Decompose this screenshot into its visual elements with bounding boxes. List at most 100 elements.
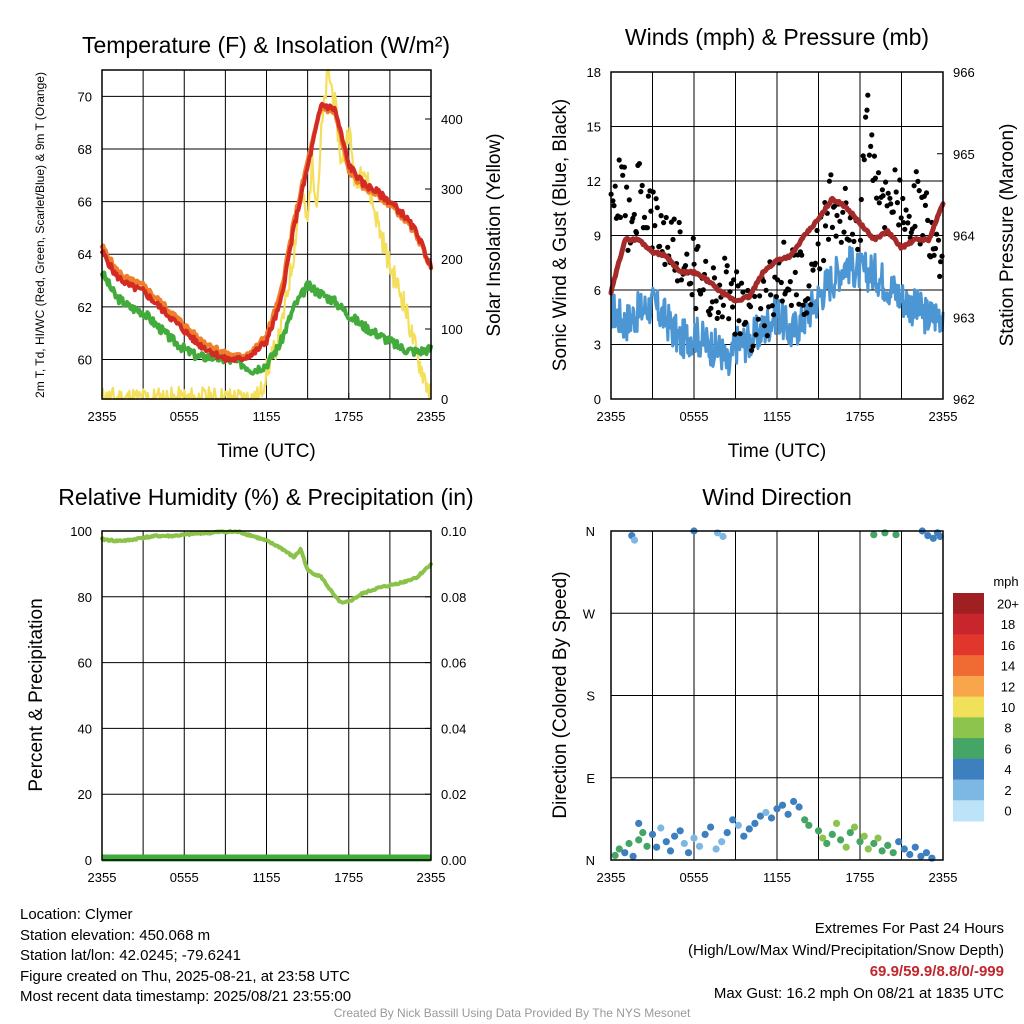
direction-point	[936, 532, 944, 541]
direction-point	[734, 821, 742, 829]
gust-point	[657, 243, 663, 249]
gust-point	[652, 223, 658, 229]
direction-point	[828, 830, 836, 839]
colorbar-title: mph	[993, 574, 1018, 589]
pressure-ytick-label: 965	[953, 147, 975, 162]
gust-point	[900, 195, 906, 202]
gust-point	[677, 229, 683, 235]
gust-point	[887, 195, 893, 201]
gust-point	[710, 265, 717, 271]
gust-point	[771, 312, 777, 318]
colorbar-swatch	[953, 758, 984, 781]
panel4-frame	[610, 530, 944, 861]
gust-point	[840, 209, 846, 215]
recent-data-text: Most recent data timestamp: 2025/08/21 2…	[20, 988, 352, 1005]
direction-point	[795, 803, 803, 811]
direction-ytick-label: S	[586, 689, 595, 704]
direction-ytick-label: N	[586, 524, 595, 539]
direction-point	[719, 532, 727, 541]
direction-point	[666, 847, 675, 855]
gust-point	[757, 293, 763, 299]
direction-point	[819, 834, 827, 842]
gust-point	[863, 114, 869, 120]
colorbar-swatch	[953, 696, 984, 718]
direction-point	[878, 847, 886, 855]
gust-point	[846, 237, 852, 243]
gust-point	[898, 215, 904, 221]
panel2-xtick-label: 1155	[763, 409, 791, 424]
gust-point	[869, 132, 875, 138]
gust-point	[893, 189, 899, 195]
gust-point	[711, 275, 718, 281]
gust-point	[906, 213, 912, 219]
direction-point	[906, 850, 914, 859]
colorbar-swatch	[953, 779, 984, 801]
gust-point	[676, 219, 682, 226]
gust-point	[631, 211, 637, 218]
precip-ytick-label: 0.06	[441, 656, 466, 671]
wind-ytick-label: 6	[594, 283, 601, 298]
gust-point	[781, 239, 787, 245]
pressure-ytick-label: 963	[953, 310, 975, 325]
direction-point	[814, 827, 823, 835]
gust-point	[779, 298, 785, 304]
gust-point	[700, 287, 706, 293]
wind-ylabel: Sonic Wind & Gust (Blue, Black)	[550, 99, 571, 371]
gust-point	[792, 269, 798, 275]
extremes-values: 69.9/59.9/8.8/0/-999	[869, 963, 1004, 980]
direction-point	[630, 536, 639, 544]
direction-point	[671, 832, 679, 840]
gust-point	[815, 241, 821, 247]
gust-point	[724, 263, 730, 269]
panel2-frame	[610, 71, 944, 400]
direction-point	[707, 823, 715, 831]
colorbar-label: 20+	[997, 596, 1019, 611]
panel3-xtick-label: 1755	[334, 870, 363, 885]
gust-point	[707, 312, 713, 318]
rh-ytick-label: 20	[78, 787, 92, 802]
gust-point	[658, 213, 664, 219]
colorbar-label: 14	[1001, 659, 1015, 674]
gust-point	[939, 253, 945, 259]
panel3-xtick-label: 1155	[253, 870, 281, 885]
panel2-xtick-label: 2355	[929, 409, 958, 424]
gust-point	[638, 189, 644, 195]
gust-point	[900, 220, 907, 226]
rh-ytick-label: 0	[85, 853, 92, 868]
gust-point	[720, 302, 727, 308]
colorbar-label: 0	[1004, 804, 1011, 819]
gust-point	[763, 287, 769, 293]
direction-point	[635, 836, 643, 844]
gust-point	[864, 107, 870, 113]
gust-point	[804, 310, 810, 316]
solar-ytick-label: 0	[441, 392, 448, 407]
panel1-xtick-label: 2355	[417, 409, 446, 424]
dewpoint-line	[100, 270, 433, 376]
gust-point	[817, 266, 823, 272]
humidity-line	[100, 529, 433, 605]
gust-point	[674, 278, 681, 284]
gust-point	[837, 218, 843, 224]
direction-point	[842, 843, 850, 851]
gust-point	[639, 182, 645, 189]
direction-point	[784, 810, 792, 818]
temp-ylabel: 2m T, Td, HI/WC (Red, Green, Scarlet/Blu…	[33, 72, 47, 398]
gust-point	[894, 200, 901, 206]
direction-point	[850, 823, 859, 831]
gust-point	[778, 279, 784, 286]
temp-ytick-label: 64	[78, 247, 92, 262]
pressure-line	[608, 195, 946, 304]
gust-point	[775, 277, 781, 283]
direction-ylabel: Direction (Colored By Speed)	[550, 571, 571, 818]
wind-ytick-label: 18	[587, 65, 601, 80]
direction-point	[723, 829, 731, 837]
gust-point	[821, 257, 827, 264]
gust-point	[617, 214, 624, 220]
gust-point	[743, 319, 749, 325]
gust-point	[636, 161, 643, 167]
colorbar-swatch	[953, 655, 984, 677]
colorbar-label: 8	[1004, 721, 1011, 736]
gust-point	[734, 269, 740, 275]
sonic-wind-line	[609, 245, 945, 377]
